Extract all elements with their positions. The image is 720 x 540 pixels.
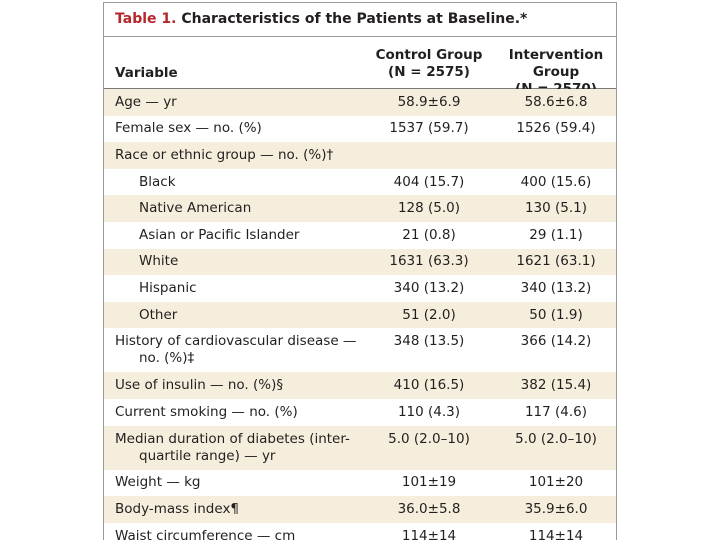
- cell-value: 101±20: [528, 474, 584, 491]
- cell-value: 5.0 (2.0–10): [388, 430, 470, 447]
- table-title: Table 1. Characteristics of the Patients…: [104, 3, 616, 37]
- column-header-line: (N = 2575): [388, 64, 470, 80]
- cell-value: 1621 (63.1): [516, 253, 596, 270]
- table-frame: Table 1. Characteristics of the Patients…: [103, 2, 617, 540]
- table-row: Age — yr 58.9±6.9 58.6±6.8: [104, 89, 616, 116]
- cell-value: 36.0±5.8: [397, 500, 461, 517]
- row-label-line: quartile range) — yr: [139, 447, 276, 464]
- row-label: Median duration of diabetes (inter-quart…: [115, 431, 365, 465]
- cell-value: 410 (16.5): [393, 377, 465, 394]
- table-row: Current smoking — no. (%) 110 (4.3) 117 (4…: [104, 399, 616, 426]
- row-label: Asian or Pacific Islander: [139, 226, 300, 243]
- row-label: Use of insulin — no. (%)§: [115, 377, 284, 394]
- cell-value: 117 (4.6): [524, 403, 588, 420]
- row-label: Other: [139, 306, 178, 323]
- cell-value: 29 (1.1): [529, 226, 583, 243]
- cell-value: 340 (13.2): [393, 279, 465, 296]
- table-row: Body-mass index¶ 36.0±5.8 35.9±6.0: [104, 496, 616, 523]
- cell-value: 404 (15.7): [393, 173, 465, 190]
- table-row: Use of insulin — no. (%)§ 410 (16.5) 382 (…: [104, 372, 616, 399]
- table-row: Hispanic 340 (13.2) 340 (13.2): [104, 275, 616, 302]
- row-label-line: no. (%)‡: [139, 350, 195, 367]
- cell-value: 128 (5.0): [397, 200, 461, 217]
- header-variable: Variable: [115, 65, 178, 81]
- table-row: Race or ethnic group — no. (%)†: [104, 142, 616, 169]
- cell-value: 5.0 (2.0–10): [515, 430, 597, 447]
- column-header-line: Intervention Group: [508, 47, 604, 80]
- table-header: Variable Control Group (N = 2575) Interven…: [104, 37, 616, 97]
- column-header-line: Control Group: [375, 47, 483, 63]
- row-label: Weight — kg: [115, 474, 201, 491]
- table-row: Black 404 (15.7) 400 (15.6): [104, 169, 616, 196]
- cell-value: 1631 (63.3): [389, 253, 469, 270]
- cell-value: 21 (0.8): [402, 226, 456, 243]
- row-label: Body-mass index¶: [115, 500, 240, 517]
- row-label: Waist circumference — cm: [115, 527, 296, 540]
- row-label: History of cardiovascular disease — no. (…: [115, 333, 365, 367]
- cell-value: 114±14: [401, 527, 457, 540]
- row-label: Hispanic: [139, 279, 197, 296]
- title-label: Table 1.: [115, 11, 177, 27]
- table-row: White 1631 (63.3) 1621 (63.1): [104, 248, 616, 276]
- table-row: Asian or Pacific Islander 21 (0.8) 29 (1.1…: [104, 222, 616, 249]
- cell-value: 1537 (59.7): [389, 120, 469, 137]
- cell-value: 50 (1.9): [529, 306, 583, 323]
- row-label-line: History of cardiovascular disease —: [115, 333, 357, 350]
- cell-value: 101±19: [401, 474, 457, 491]
- row-label-line: Median duration of diabetes (inter-: [115, 430, 350, 447]
- row-label: Female sex — no. (%): [115, 120, 262, 137]
- cell-value: 110 (4.3): [397, 403, 461, 420]
- cell-value: 340 (13.2): [520, 279, 592, 296]
- table-row: History of cardiovascular disease — no. (…: [104, 328, 616, 372]
- cell-value: 348 (13.5): [393, 333, 465, 350]
- cell-value: 51 (2.0): [402, 306, 456, 323]
- table-body: Age — yr 58.9±6.9 58.6±6.8 Female sex — no.…: [104, 89, 616, 540]
- cell-value: 382 (15.4): [520, 377, 592, 394]
- row-label: Current smoking — no. (%): [115, 403, 298, 420]
- table-row: Other 51 (2.0) 50 (1.9): [104, 301, 616, 329]
- cell-value: 400 (15.6): [520, 173, 592, 190]
- table-row: Weight — kg 101±19 101±20: [104, 470, 616, 497]
- cell-value: 130 (5.1): [524, 200, 588, 217]
- row-label: Age — yr: [115, 93, 177, 110]
- row-label: White: [139, 253, 179, 270]
- row-label: Black: [139, 173, 176, 190]
- table-row: Native American 128 (5.0) 130 (5.1): [104, 195, 616, 222]
- cell-value: 1526 (59.4): [516, 120, 596, 137]
- table-row: Female sex — no. (%) 1537 (59.7) 1526 (59.…: [104, 116, 616, 143]
- column-header: Control Group (N = 2575): [359, 47, 499, 81]
- cell-value: 58.6±6.8: [524, 93, 588, 110]
- cell-value: 366 (14.2): [520, 333, 592, 350]
- table-row: Median duration of diabetes (inter-quart…: [104, 425, 616, 470]
- cell-value: 114±14: [528, 527, 584, 540]
- table-row: Waist circumference — cm 114±14 114±14: [104, 523, 616, 540]
- title-text: Characteristics of the Patients at Basel…: [181, 11, 528, 27]
- cell-value: 35.9±6.0: [524, 500, 588, 517]
- row-label: Race or ethnic group — no. (%)†: [115, 146, 334, 163]
- row-label: Native American: [139, 200, 252, 217]
- cell-value: 58.9±6.9: [397, 93, 461, 110]
